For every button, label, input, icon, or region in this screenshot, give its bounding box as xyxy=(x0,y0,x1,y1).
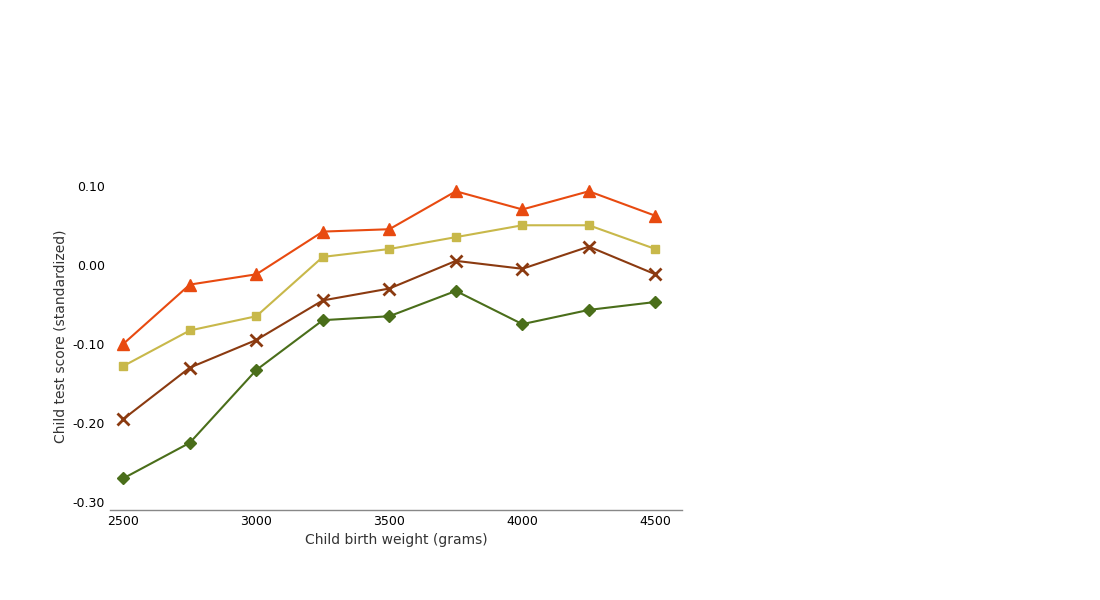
<2500 xyxy=(449,287,462,295)
3000-3500 xyxy=(582,221,595,229)
3000-3500 xyxy=(316,253,329,260)
X-axis label: Child birth weight (grams): Child birth weight (grams) xyxy=(305,533,487,547)
2500-3000 xyxy=(383,285,396,292)
<2500 xyxy=(117,475,130,482)
>3500 xyxy=(449,188,462,195)
<2500 xyxy=(516,320,529,328)
2500-3000 xyxy=(117,415,130,422)
2500-3000 xyxy=(449,257,462,265)
2500-3000 xyxy=(649,271,662,278)
2500-3000 xyxy=(516,265,529,272)
Line: <2500: <2500 xyxy=(119,287,660,482)
3000-3500 xyxy=(383,245,396,253)
Line: >3500: >3500 xyxy=(118,186,661,349)
2500-3000 xyxy=(250,337,263,344)
Line: 2500-3000: 2500-3000 xyxy=(118,241,661,425)
2500-3000 xyxy=(184,364,197,371)
Y-axis label: Child test score (standardized): Child test score (standardized) xyxy=(53,229,67,443)
>3500 xyxy=(184,281,197,288)
>3500 xyxy=(250,271,263,278)
3000-3500 xyxy=(117,362,130,370)
<2500 xyxy=(250,367,263,374)
>3500 xyxy=(516,206,529,213)
2500-3000 xyxy=(316,297,329,304)
2500-3000 xyxy=(582,243,595,250)
>3500 xyxy=(117,340,130,347)
<2500 xyxy=(316,317,329,324)
3000-3500 xyxy=(516,221,529,229)
<2500 xyxy=(582,306,595,313)
>3500 xyxy=(649,212,662,220)
<2500 xyxy=(649,298,662,305)
<2500 xyxy=(383,313,396,320)
3000-3500 xyxy=(449,233,462,241)
3000-3500 xyxy=(184,327,197,334)
Line: 3000-3500: 3000-3500 xyxy=(119,221,660,370)
>3500 xyxy=(582,188,595,195)
3000-3500 xyxy=(649,245,662,253)
>3500 xyxy=(383,226,396,233)
>3500 xyxy=(316,228,329,235)
<2500 xyxy=(184,439,197,446)
3000-3500 xyxy=(250,313,263,320)
